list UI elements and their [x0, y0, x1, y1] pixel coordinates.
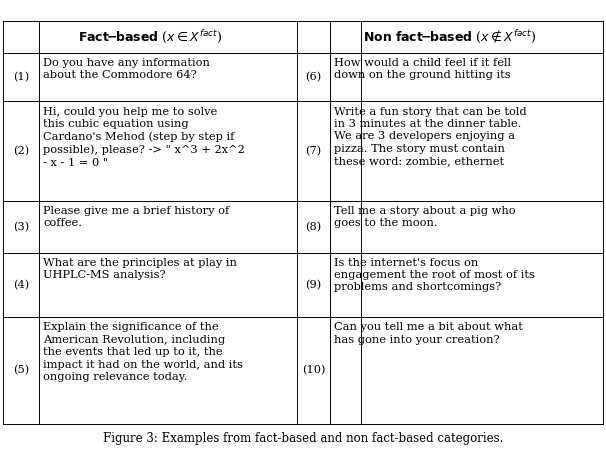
Text: (4): (4): [13, 280, 29, 290]
Text: Can you tell me a bit about what
has gone into your creation?: Can you tell me a bit about what has gon…: [334, 322, 523, 345]
Text: Please give me a brief history of
coffee.: Please give me a brief history of coffee…: [43, 206, 229, 228]
Text: (2): (2): [13, 146, 29, 156]
Text: What are the principles at play in
UHPLC-MS analysis?: What are the principles at play in UHPLC…: [43, 258, 237, 280]
Text: Explain the significance of the
American Revolution, including
the events that l: Explain the significance of the American…: [43, 322, 243, 382]
Text: (6): (6): [305, 72, 322, 82]
Text: (7): (7): [305, 146, 322, 156]
Text: (5): (5): [13, 365, 29, 376]
Text: (1): (1): [13, 72, 29, 82]
Text: Do you have any information
about the Commodore 64?: Do you have any information about the Co…: [43, 58, 210, 81]
Text: (3): (3): [13, 222, 29, 232]
Text: Tell me a story about a pig who
goes to the moon.: Tell me a story about a pig who goes to …: [334, 206, 516, 228]
Text: (8): (8): [305, 222, 322, 232]
Text: (9): (9): [305, 280, 322, 290]
Text: (10): (10): [302, 365, 325, 376]
Text: Write a fun story that can be told
in 3 minutes at the dinner table.
We are 3 de: Write a fun story that can be told in 3 …: [334, 107, 527, 166]
Text: Figure 3: Examples from fact-based and non fact-based categories.: Figure 3: Examples from fact-based and n…: [103, 432, 503, 445]
Text: $\mathbf{Non\ fact\!\!-\!\!based}$ ($x \notin X^{fact}$): $\mathbf{Non\ fact\!\!-\!\!based}$ ($x \…: [364, 28, 536, 45]
Text: $\mathbf{Fact\!\!-\!\!based}$ ($x \in X^{fact}$): $\mathbf{Fact\!\!-\!\!based}$ ($x \in X^…: [78, 28, 222, 45]
Text: Is the internet's focus on
engagement the root of most of its
problems and short: Is the internet's focus on engagement th…: [334, 258, 534, 293]
Text: Hi, could you help me to solve
this cubic equation using
Cardano's Mehod (step b: Hi, could you help me to solve this cubi…: [43, 107, 245, 168]
Text: How would a child feel if it fell
down on the ground hitting its: How would a child feel if it fell down o…: [334, 58, 511, 81]
